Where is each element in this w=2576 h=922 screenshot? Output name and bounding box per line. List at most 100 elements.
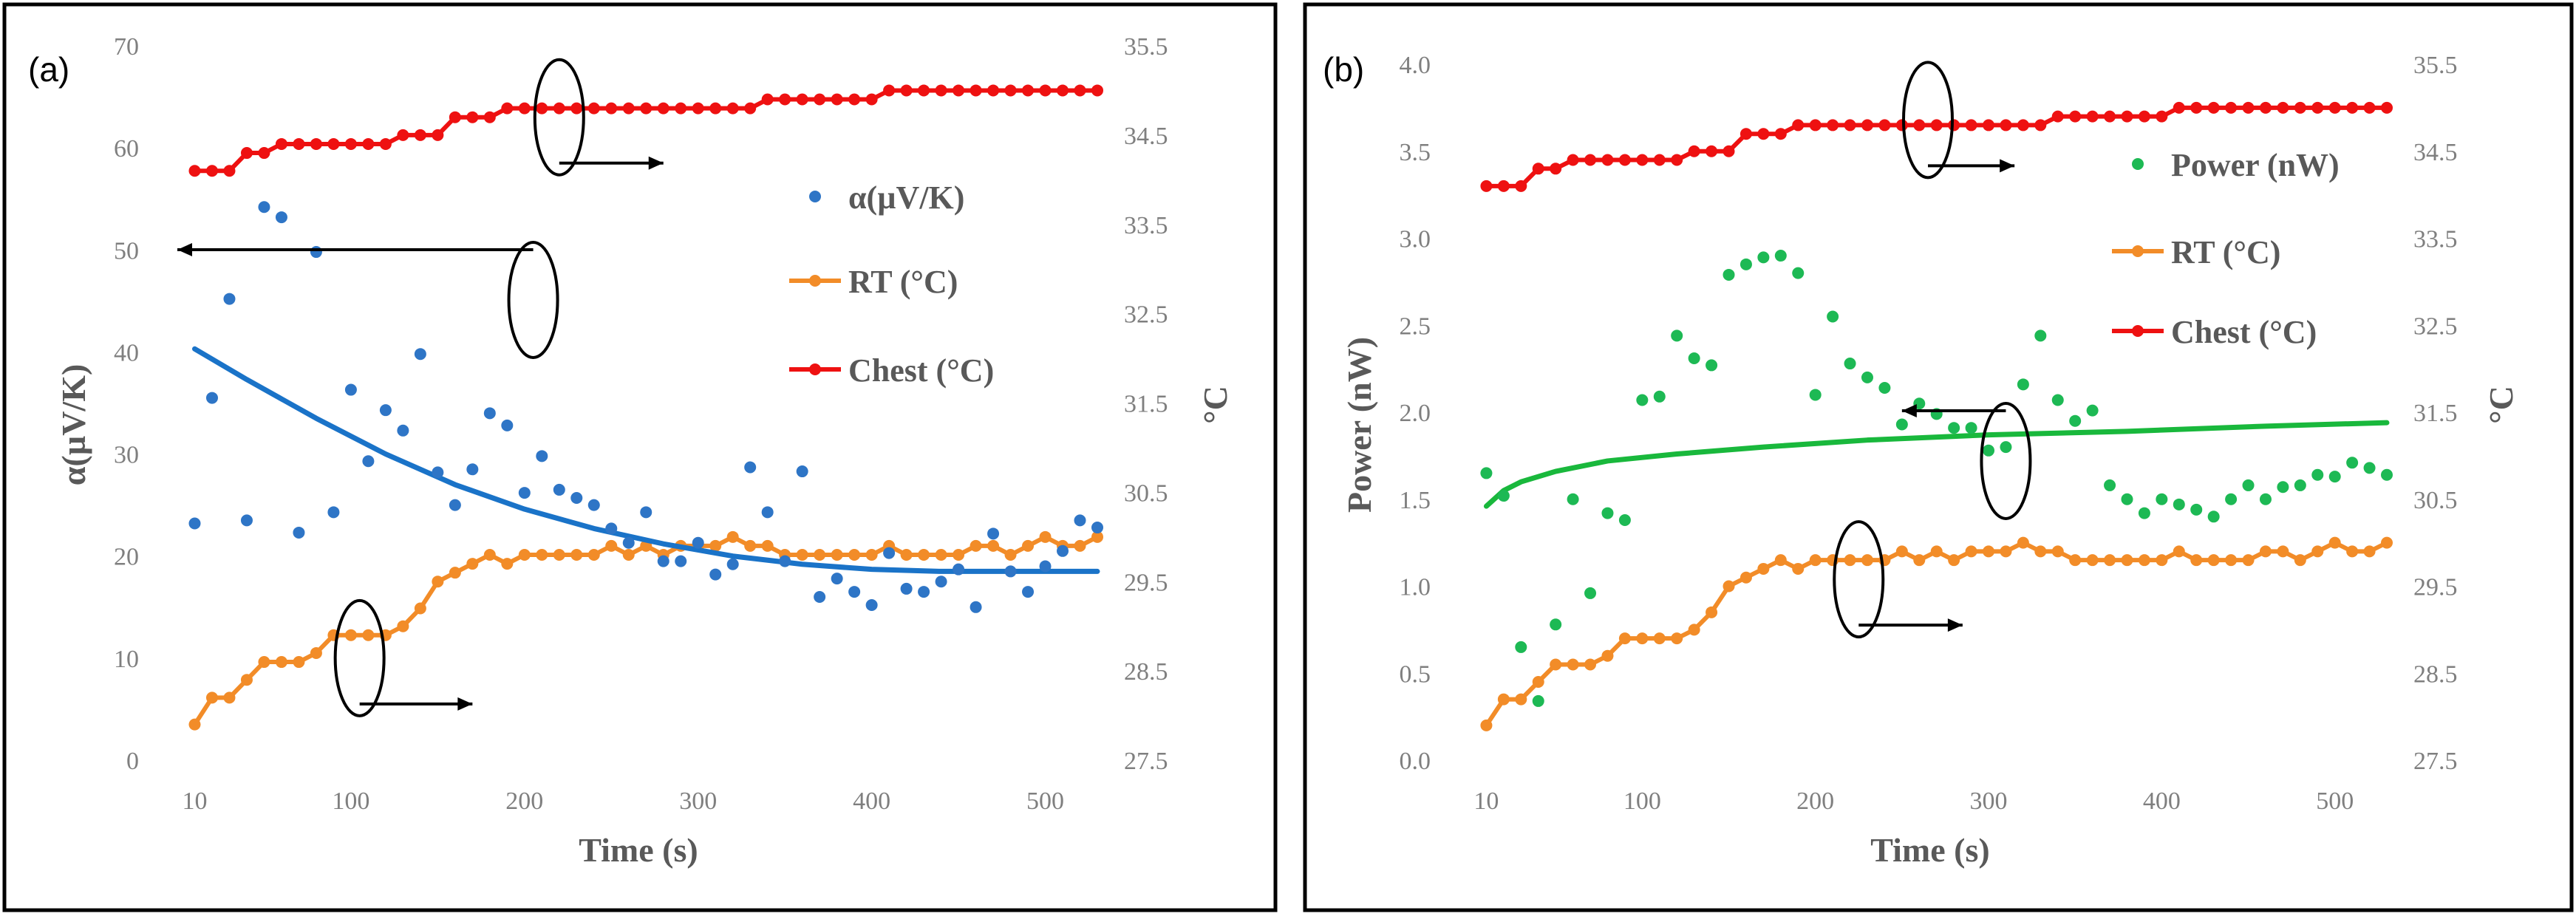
data-point-rt-c — [2346, 545, 2359, 558]
data-point-power — [2242, 479, 2255, 491]
data-point-chest-c — [2138, 110, 2150, 123]
y2-tick-label: 32.5 — [2413, 313, 2458, 340]
data-point-alpha — [987, 527, 1000, 540]
data-point-chest-c — [726, 102, 739, 115]
data-point-rt-c — [362, 629, 375, 641]
x-tick-label: 10 — [1473, 788, 1499, 815]
data-point-rt-c — [2259, 545, 2272, 558]
data-point-alpha — [414, 348, 426, 361]
data-point-chest-c — [2346, 101, 2359, 114]
data-point-rt-c — [2000, 545, 2012, 558]
panel-b-plot — [1480, 101, 2393, 731]
data-point-chest-c — [2121, 110, 2133, 123]
data-point-alpha — [1004, 565, 1017, 578]
data-point-rt-c — [726, 530, 739, 543]
data-point-chest-c — [1965, 119, 1977, 132]
data-point-chest-c — [2328, 101, 2341, 114]
data-point-rt-c — [2207, 554, 2220, 567]
data-point-alpha — [397, 424, 409, 437]
data-point-power — [1792, 267, 1805, 279]
data-point-alpha — [970, 601, 982, 613]
data-point-rt-c — [2156, 554, 2168, 567]
data-point-chest-c — [1740, 128, 1752, 140]
data-point-alpha — [258, 201, 270, 214]
data-point-power — [1861, 371, 1873, 383]
data-point-chest-c — [2363, 101, 2376, 114]
data-point-power — [2363, 462, 2376, 474]
data-point-rt-c — [1706, 606, 1718, 618]
y2-tick-label: 35.5 — [1124, 33, 1168, 61]
data-point-rt-c — [1636, 632, 1649, 645]
data-point-rt-c — [1861, 554, 1873, 567]
x-tick-label: 500 — [2316, 788, 2354, 815]
data-point-alpha — [432, 466, 444, 479]
data-point-chest-c — [1653, 154, 1666, 166]
y2-tick-label: 33.5 — [1124, 212, 1168, 239]
data-point-power — [1671, 329, 1683, 342]
data-point-power — [1653, 390, 1666, 403]
data-point-chest-c — [1057, 84, 1069, 97]
data-point-rt-c — [449, 567, 461, 579]
data-point-rt-c — [2311, 545, 2324, 558]
data-point-chest-c — [1688, 145, 1700, 157]
data-point-alpha — [518, 487, 531, 499]
data-point-rt-c — [2294, 554, 2306, 567]
data-point-alpha — [293, 526, 305, 539]
data-point-chest-c — [883, 84, 896, 97]
data-point-chest-c — [657, 102, 669, 115]
data-point-power — [1827, 310, 1839, 323]
y-tick-label: 10 — [114, 646, 139, 673]
legend-label-rt-b: RT (°C) — [2171, 234, 2280, 270]
y-tick-label: 3.0 — [1400, 226, 1431, 253]
data-point-power — [2225, 493, 2238, 505]
panel-b-y-ticks: 0.0 0.5 1.0 1.5 2.0 2.5 3.0 3.5 4.0 — [1400, 52, 1431, 775]
data-point-rt-c — [1039, 530, 1052, 543]
y-tick-label: 1.5 — [1400, 487, 1431, 514]
data-point-chest-c — [240, 147, 253, 160]
data-point-alpha — [570, 491, 583, 504]
data-point-rt-c — [570, 548, 583, 561]
data-point-chest-c — [1706, 145, 1718, 157]
data-point-chest-c — [188, 165, 201, 177]
data-point-rt-c — [2138, 554, 2150, 567]
data-point-power — [1948, 422, 1960, 434]
data-point-chest-c — [1723, 145, 1735, 157]
data-point-power — [2259, 493, 2272, 505]
data-point-chest-c — [2086, 110, 2099, 123]
data-point-chest-c — [327, 137, 340, 150]
data-point-rt-c — [848, 548, 861, 561]
data-point-power — [1983, 444, 1995, 457]
data-point-chest-c — [1022, 84, 1035, 97]
y-tick-label: 2.5 — [1400, 313, 1431, 340]
data-point-chest-c — [2000, 119, 2012, 132]
data-point-chest-c — [2156, 110, 2168, 123]
data-point-chest-c — [1671, 154, 1683, 166]
data-point-alpha — [205, 392, 218, 404]
legend-marker-rt — [789, 275, 841, 287]
data-point-chest-c — [622, 102, 635, 115]
data-point-chest-c — [1913, 119, 1926, 132]
data-point-chest-c — [205, 165, 218, 177]
data-point-alpha — [449, 499, 461, 511]
data-point-chest-c — [709, 102, 722, 115]
panel-a-annotations — [177, 58, 664, 717]
data-point-alpha — [744, 461, 757, 474]
data-point-chest-c — [1567, 154, 1579, 166]
y-tick-label: 40 — [114, 339, 139, 366]
x-tick-label: 500 — [1026, 788, 1064, 815]
y-tick-label: 60 — [114, 135, 139, 163]
x-tick-label: 100 — [332, 788, 369, 815]
data-point-chest-c — [2017, 119, 2029, 132]
data-point-chest-c — [640, 102, 652, 115]
x-tick-label: 400 — [853, 788, 890, 815]
data-point-rt-c — [2104, 554, 2116, 567]
data-point-chest-c — [1948, 119, 1960, 132]
y2-tick-label: 34.5 — [2413, 139, 2458, 166]
data-point-power — [1532, 694, 1544, 707]
data-point-alpha — [310, 246, 322, 259]
data-point-rt-c — [953, 548, 965, 561]
data-point-chest-c — [953, 84, 965, 97]
y2-tick-label: 27.5 — [2413, 748, 2458, 775]
data-point-alpha — [587, 499, 600, 511]
